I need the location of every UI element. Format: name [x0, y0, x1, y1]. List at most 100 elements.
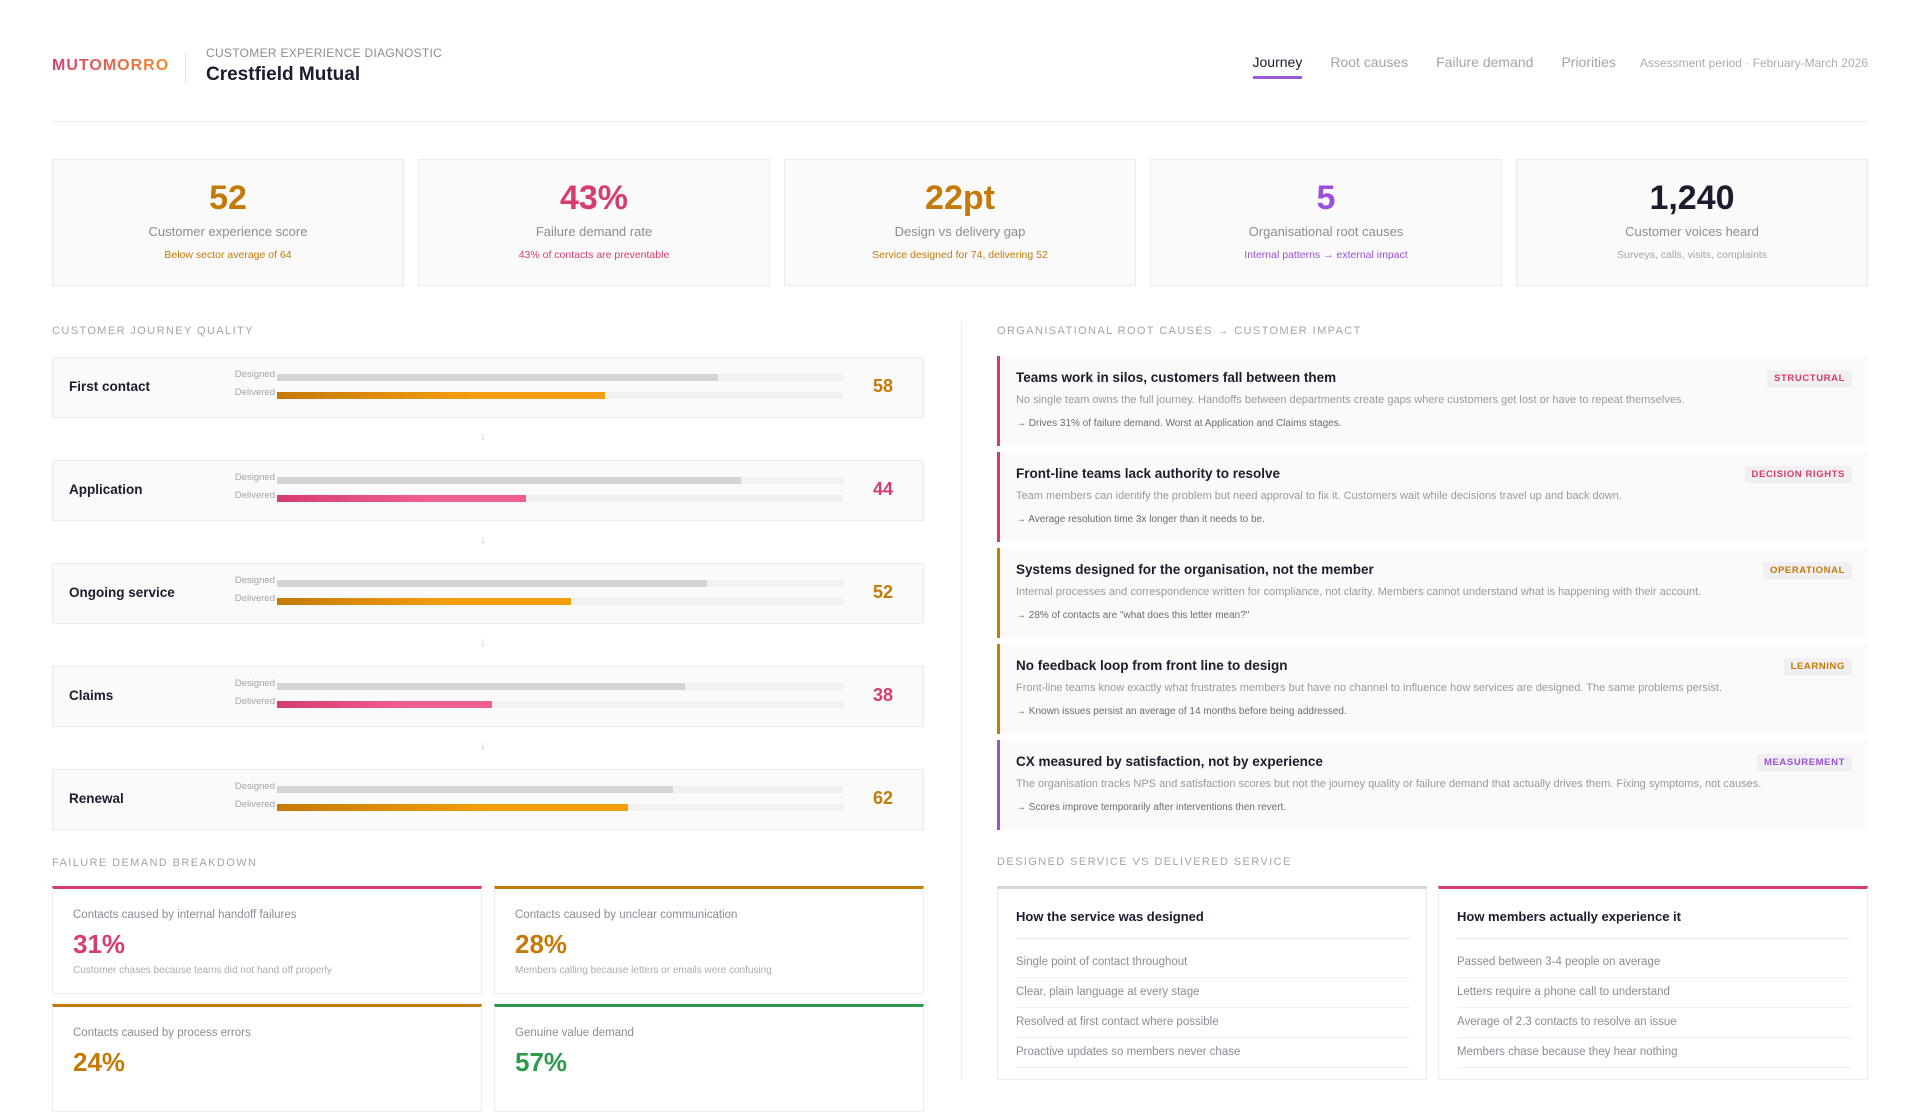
kpi-note: 43% of contacts are preventable — [518, 249, 670, 261]
delivered-bar-fill — [277, 392, 606, 399]
failure-demand-label: Genuine value demand — [515, 1027, 634, 1039]
designed-label: Designed — [234, 575, 275, 586]
stage-name: Ongoing service — [69, 585, 175, 600]
stage-name: Renewal — [69, 791, 124, 806]
delivered-bar-fill — [277, 804, 628, 811]
designed-label: Designed — [234, 678, 275, 689]
root-cause-title: CX measured by satisfaction, not by expe… — [1016, 754, 1323, 769]
tab-failure-demand[interactable]: Failure demand — [1436, 54, 1534, 70]
kpi-note: Service designed for 74, delivering 52 — [872, 249, 1048, 261]
root-cause-description: Team members can identify the problem bu… — [1016, 490, 1622, 502]
designed-bar-fill — [277, 580, 708, 587]
category-badge: DECISION RIGHTS — [1744, 466, 1852, 483]
journey-stage-card: First contact Designed Delivered 58 — [52, 357, 924, 418]
comparison-item: Proactive updates so members never chase — [1016, 1046, 1410, 1068]
delivered-label: Delivered — [234, 490, 275, 501]
tab-priorities[interactable]: Priorities — [1561, 54, 1616, 70]
comparison-item: Average of 2.3 contacts to resolve an is… — [1457, 1016, 1851, 1038]
header-subtitle: CUSTOMER EXPERIENCE DIAGNOSTIC — [206, 46, 443, 60]
delivered-bar — [277, 392, 843, 399]
comparison-item: Clear, plain language at every stage — [1016, 986, 1410, 1008]
delivered-bar-fill — [277, 598, 572, 605]
failure-demand-value: 57% — [515, 1047, 568, 1077]
stage-score: 38 — [873, 685, 894, 705]
comparison-item: Passed between 3-4 people on average — [1457, 956, 1851, 978]
failure-demand-note: Customer chases because teams did not ha… — [73, 965, 332, 976]
kpi-value: 52 — [209, 179, 247, 217]
tab-journey[interactable]: Journey — [1252, 54, 1303, 79]
kpi-note: Below sector average of 64 — [164, 249, 292, 261]
divider — [185, 52, 186, 84]
designed-bar-fill — [277, 374, 719, 381]
down-arrow-icon: ↓ — [480, 532, 486, 546]
designed-bar-fill — [277, 477, 742, 484]
category-badge: STRUCTURAL — [1767, 370, 1852, 387]
kpi-note: Surveys, calls, visits, complaints — [1617, 249, 1767, 261]
failure-demand-note: Members calling because letters or email… — [515, 965, 772, 976]
stage-score: 44 — [873, 479, 894, 499]
failure-demand-card: Contacts caused by unclear communication… — [494, 886, 924, 994]
category-badge: LEARNING — [1783, 658, 1852, 675]
kpi-card: 22pt Design vs delivery gap Service design… — [784, 159, 1136, 286]
comparison-item: Letters require a phone call to understa… — [1457, 986, 1851, 1008]
kpi-value: 43% — [559, 179, 629, 217]
delivered-label: Delivered — [234, 799, 275, 810]
journey-stage-card: Ongoing service Designed Delivered 52 — [52, 563, 924, 624]
root-cause-title: No feedback loop from front line to desi… — [1016, 658, 1288, 673]
journey-stage-card: Claims Designed Delivered 38 — [52, 666, 924, 727]
failure-demand-card: Contacts caused by process errors 24% — [52, 1004, 482, 1112]
section-title-root-causes: ORGANISATIONAL ROOT CAUSES → CUSTOMER IM… — [997, 325, 1362, 337]
category-badge: MEASUREMENT — [1756, 754, 1852, 771]
failure-demand-card: Contacts caused by internal handoff fail… — [52, 886, 482, 994]
failure-demand-value: 31% — [73, 929, 126, 959]
section-title-failure-demand: FAILURE DEMAND BREAKDOWN — [52, 857, 258, 869]
designed-bar — [277, 683, 843, 690]
kpi-label: Customer voices heard — [1625, 224, 1759, 239]
kpi-label: Customer experience score — [148, 224, 308, 239]
root-cause-card: CX measured by satisfaction, not by expe… — [997, 740, 1868, 830]
kpi-note: Internal patterns → external impact — [1244, 249, 1408, 261]
designed-bar — [277, 786, 843, 793]
designed-label: Designed — [234, 781, 275, 792]
stage-score: 58 — [873, 376, 894, 396]
stage-score: 52 — [873, 582, 894, 602]
kpi-label: Failure demand rate — [535, 224, 653, 239]
delivered-label: Delivered — [234, 593, 275, 604]
root-cause-description: The organisation tracks NPS and satisfac… — [1016, 778, 1762, 790]
down-arrow-icon: ↓ — [480, 635, 486, 649]
down-arrow-icon: ↓ — [480, 738, 486, 752]
delivered-label: Delivered — [234, 387, 275, 398]
designed-label: Designed — [234, 369, 275, 380]
root-cause-description: Internal processes and correspondence wr… — [1016, 586, 1702, 598]
delivered-bar — [277, 804, 843, 811]
nav-tabs: Journey Root causes Failure demand Prior… — [1252, 54, 1868, 79]
kpi-value: 22pt — [925, 179, 995, 217]
tab-root-causes[interactable]: Root causes — [1330, 54, 1409, 70]
failure-demand-label: Contacts caused by internal handoff fail… — [73, 909, 297, 921]
root-cause-title: Teams work in silos, customers fall betw… — [1016, 370, 1337, 385]
failure-demand-label: Contacts caused by unclear communication — [515, 909, 738, 921]
page-title: Crestfield Mutual — [206, 64, 361, 85]
root-cause-impact: → 28% of contacts are "what does this le… — [1016, 610, 1250, 621]
designed-bar — [277, 374, 843, 381]
kpi-card: 43% Failure demand rate 43% of contacts ar… — [418, 159, 770, 286]
delivered-label: Delivered — [234, 696, 275, 707]
failure-demand-value: 24% — [73, 1047, 126, 1077]
section-title-journey: CUSTOMER JOURNEY QUALITY — [52, 325, 254, 337]
kpi-label: Design vs delivery gap — [894, 224, 1026, 239]
root-cause-card: No feedback loop from front line to desi… — [997, 644, 1868, 734]
root-cause-description: Front-line teams know exactly what frust… — [1016, 682, 1722, 694]
category-badge: OPERATIONAL — [1762, 562, 1852, 579]
assessment-period: Assessment period · February-March 2026 — [1639, 56, 1868, 70]
designed-bar-fill — [277, 683, 685, 690]
stage-name: Application — [69, 482, 143, 497]
root-cause-impact: → Known issues persist an average of 14 … — [1016, 706, 1347, 717]
logo: MUTOMORRO — [52, 57, 170, 74]
kpi-card: 5 Organisational root causes Internal patt… — [1150, 159, 1502, 286]
kpi-label: Organisational root causes — [1248, 224, 1404, 239]
failure-demand-card: Genuine value demand 57% — [494, 1004, 924, 1112]
designed-bar-fill — [277, 786, 674, 793]
designed-bar — [277, 580, 843, 587]
journey-stage-card: Renewal Designed Delivered 62 — [52, 769, 924, 830]
designed-label: Designed — [234, 472, 275, 483]
